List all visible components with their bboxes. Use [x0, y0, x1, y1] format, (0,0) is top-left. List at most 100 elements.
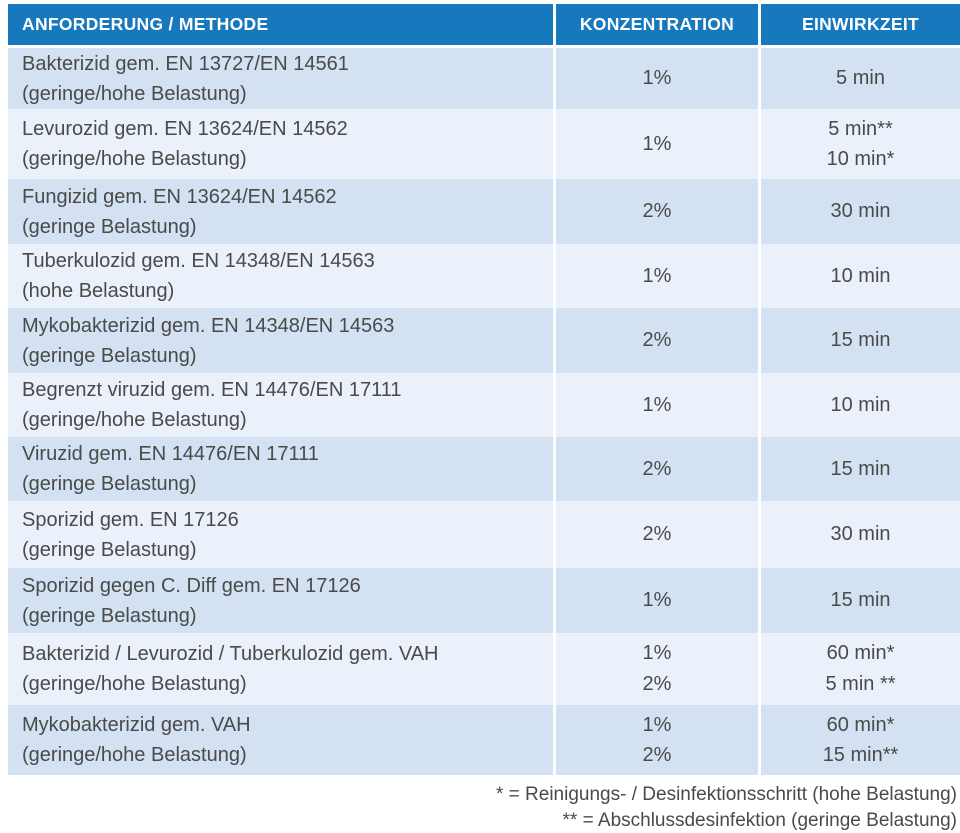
method-line: (geringe Belastung): [22, 344, 197, 367]
einwirkzeit-value: 60 min*: [826, 642, 895, 664]
method-cell: Viruzid gem. EN 14476/EN 17111 (geringe …: [8, 437, 553, 501]
method-line: Mykobakterizid gem. VAH: [22, 714, 251, 736]
einwirkzeit-value: 10 min: [830, 264, 891, 287]
table-row: Sporizid gem. EN 17126 (geringe Belastun…: [8, 501, 960, 568]
einwirkzeit-value: 30 min: [830, 200, 891, 222]
konzentration-value: 1%: [642, 67, 672, 89]
konzentration-cell: 1%: [556, 109, 758, 179]
table-row: Begrenzt viruzid gem. EN 14476/EN 17111 …: [8, 373, 960, 437]
method-cell: Mykobakterizid gem. VAH (geringe/hohe Be…: [8, 705, 553, 775]
method-cell: Sporizid gem. EN 17126 (geringe Belastun…: [8, 501, 553, 568]
method-line: Bakterizid / Levurozid / Tuberkulozid ge…: [22, 643, 439, 665]
method-cell: Mykobakterizid gem. EN 14348/EN 14563 (g…: [8, 308, 553, 373]
method-cell: Tuberkulozid gem. EN 14348/EN 14563 (hoh…: [8, 244, 553, 308]
konzentration-cell: 1%: [556, 568, 758, 633]
konzentration-cell: 1%: [556, 373, 758, 437]
method-line: (geringe/hohe Belastung): [22, 409, 247, 431]
table-header-row: ANFORDERUNG / METHODE KONZENTRATION EINW…: [8, 4, 960, 45]
method-cell: Levurozid gem. EN 13624/EN 14562 (gering…: [8, 109, 553, 179]
einwirkzeit-cell: 15 min: [761, 308, 960, 373]
einwirkzeit-value: 60 min*: [826, 713, 895, 736]
einwirkzeit-cell: 15 min: [761, 568, 960, 633]
footnote-abschluss: ** = Abschlussdesinfektion (geringe Bela…: [562, 810, 958, 831]
konzentration-value: 2%: [642, 673, 672, 695]
konzentration-cell: 1%: [556, 244, 758, 308]
method-line: Mykobakterizid gem. EN 14348/EN 14563: [22, 314, 395, 337]
einwirkzeit-cell: 10 min: [761, 244, 960, 308]
method-line: (geringe/hohe Belastung): [22, 82, 247, 105]
header-einwirkzeit: EINWIRKZEIT: [761, 4, 960, 45]
method-cell: Sporizid gegen C. Diff gem. EN 17126 (ge…: [8, 568, 553, 633]
konzentration-value: 2%: [642, 743, 672, 766]
einwirkzeit-value: 5 min: [836, 67, 885, 89]
disinfection-table: ANFORDERUNG / METHODE KONZENTRATION EINW…: [8, 4, 960, 833]
einwirkzeit-value: 5 min**: [828, 117, 893, 140]
konzentration-value: 1%: [642, 589, 672, 611]
table-row: Viruzid gem. EN 14476/EN 17111 (geringe …: [8, 437, 960, 501]
method-cell: Bakterizid gem. EN 13727/EN 14561 (gerin…: [8, 48, 553, 109]
method-line: (geringe/hohe Belastung): [22, 673, 247, 695]
einwirkzeit-cell: 5 min** 10 min*: [761, 109, 960, 179]
table-row: Bakterizid gem. EN 13727/EN 14561 (gerin…: [8, 48, 960, 109]
table-row: Mykobakterizid gem. EN 14348/EN 14563 (g…: [8, 308, 960, 373]
footnote-reinigung: * = Reinigungs- / Desinfektionsschritt (…: [496, 784, 957, 805]
header-anforderung-methode: ANFORDERUNG / METHODE: [8, 4, 553, 45]
einwirkzeit-cell: 5 min: [761, 48, 960, 109]
method-line: Sporizid gegen C. Diff gem. EN 17126: [22, 574, 361, 597]
konzentration-value: 1%: [642, 132, 672, 155]
einwirkzeit-cell: 30 min: [761, 179, 960, 244]
method-line: Fungizid gem. EN 13624/EN 14562: [22, 185, 337, 208]
header-label: KONZENTRATION: [579, 14, 735, 34]
konzentration-cell: 2%: [556, 501, 758, 568]
einwirkzeit-cell: 15 min: [761, 437, 960, 501]
einwirkzeit-cell: 30 min: [761, 501, 960, 568]
einwirkzeit-value: 15 min: [830, 589, 891, 611]
einwirkzeit-cell: 60 min* 5 min **: [761, 633, 960, 705]
table-row: Levurozid gem. EN 13624/EN 14562 (gering…: [8, 109, 960, 179]
method-line: (geringe/hohe Belastung): [22, 148, 247, 170]
table-row: Tuberkulozid gem. EN 14348/EN 14563 (hoh…: [8, 244, 960, 308]
footnotes: * = Reinigungs- / Desinfektionsschritt (…: [8, 782, 960, 833]
konzentration-value: 2%: [642, 329, 672, 351]
konzentration-value: 1%: [642, 264, 672, 287]
einwirkzeit-value: 30 min: [830, 523, 891, 545]
konzentration-cell: 1% 2%: [556, 633, 758, 705]
method-line: Begrenzt viruzid gem. EN 14476/EN 17111: [22, 379, 402, 401]
method-line: Viruzid gem. EN 14476/EN 17111: [22, 443, 319, 465]
method-line: Tuberkulozid gem. EN 14348/EN 14563: [22, 250, 375, 272]
method-line: (geringe Belastung): [22, 473, 197, 495]
method-cell: Fungizid gem. EN 13624/EN 14562 (geringe…: [8, 179, 553, 244]
method-line: Sporizid gem. EN 17126: [22, 508, 239, 531]
konzentration-value: 1%: [642, 713, 672, 736]
method-line: (hohe Belastung): [22, 280, 175, 302]
table-row: Mykobakterizid gem. VAH (geringe/hohe Be…: [8, 705, 960, 775]
einwirkzeit-cell: 60 min* 15 min**: [761, 705, 960, 775]
method-line: Bakterizid gem. EN 13727/EN 14561: [22, 52, 349, 75]
konzentration-cell: 1%: [556, 48, 758, 109]
einwirkzeit-cell: 10 min: [761, 373, 960, 437]
method-line: (geringe/hohe Belastung): [22, 744, 247, 766]
konzentration-cell: 2%: [556, 308, 758, 373]
method-line: (geringe Belastung): [22, 604, 197, 627]
einwirkzeit-value: 10 min: [830, 393, 891, 416]
method-cell: Begrenzt viruzid gem. EN 14476/EN 17111 …: [8, 373, 553, 437]
table-row: Bakterizid / Levurozid / Tuberkulozid ge…: [8, 633, 960, 705]
table-row: Sporizid gegen C. Diff gem. EN 17126 (ge…: [8, 568, 960, 633]
konzentration-value: 2%: [642, 523, 672, 545]
konzentration-value: 1%: [642, 393, 672, 416]
table-row: Fungizid gem. EN 13624/EN 14562 (geringe…: [8, 179, 960, 244]
header-konzentration: KONZENTRATION: [556, 4, 758, 45]
konzentration-value: 1%: [642, 642, 672, 664]
einwirkzeit-value: 15 min**: [822, 743, 899, 766]
einwirkzeit-value: 15 min: [830, 457, 891, 480]
konzentration-cell: 1% 2%: [556, 705, 758, 775]
einwirkzeit-value: 5 min **: [825, 673, 896, 695]
einwirkzeit-value: 15 min: [830, 329, 891, 351]
method-line: Levurozid gem. EN 13624/EN 14562: [22, 118, 348, 140]
konzentration-cell: 2%: [556, 179, 758, 244]
konzentration-value: 2%: [642, 457, 672, 480]
method-line: (geringe Belastung): [22, 538, 197, 561]
einwirkzeit-value: 10 min*: [826, 147, 895, 170]
method-line: (geringe Belastung): [22, 215, 197, 238]
header-label: ANFORDERUNG / METHODE: [22, 14, 269, 34]
